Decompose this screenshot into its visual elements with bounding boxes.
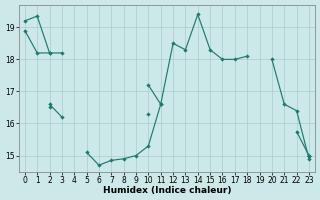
X-axis label: Humidex (Indice chaleur): Humidex (Indice chaleur)	[103, 186, 231, 195]
